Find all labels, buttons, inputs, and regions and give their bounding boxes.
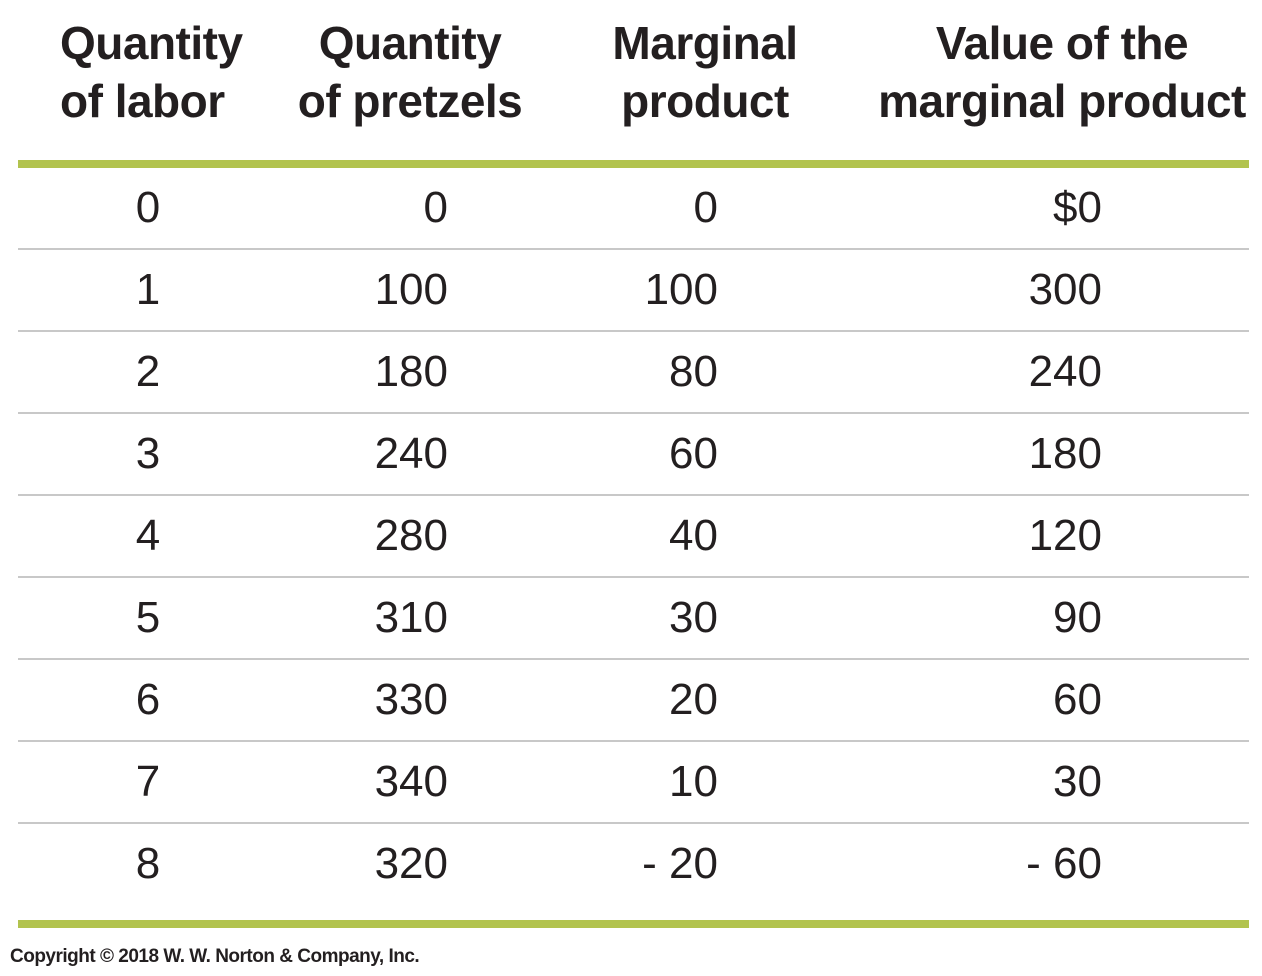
header-quantity-of-labor: Quantity of labor <box>60 17 243 127</box>
copyright-notice: Copyright © 2018 W. W. Norton & Company,… <box>10 946 420 967</box>
cell-quantity-of-labor: 1 <box>135 265 161 314</box>
cell-quantity-of-labor: 7 <box>135 757 161 806</box>
cell-quantity-of-pretzels: 280 <box>374 511 448 560</box>
data-table: Quantity of labor Quantity of pretzels M… <box>18 0 1249 928</box>
table-row: 3 240 60 180 <box>18 414 1249 496</box>
cell-marginal-product: 40 <box>669 511 718 560</box>
cell-quantity-of-labor: 0 <box>135 183 161 232</box>
table-row: 1 100 100 300 <box>18 250 1249 332</box>
cell-quantity-of-labor: 5 <box>135 593 161 642</box>
cell-quantity-of-labor: 8 <box>135 839 161 888</box>
cell-value-of-marginal-product: 90 <box>1053 593 1102 642</box>
cell-value-of-marginal-product: 120 <box>1028 511 1102 560</box>
table-row: 5 310 30 90 <box>18 578 1249 660</box>
cell-value-of-marginal-product: - 60 <box>1026 839 1102 888</box>
table-row: 7 340 10 30 <box>18 742 1249 824</box>
cell-value-of-marginal-product: 300 <box>1028 265 1102 314</box>
cell-marginal-product: - 20 <box>642 839 718 888</box>
cell-value-of-marginal-product: 240 <box>1028 347 1102 396</box>
cell-marginal-product: 10 <box>669 757 718 806</box>
cell-quantity-of-pretzels: 100 <box>374 265 448 314</box>
cell-marginal-product: 20 <box>669 675 718 724</box>
cell-quantity-of-labor: 4 <box>135 511 161 560</box>
cell-quantity-of-pretzels: 0 <box>423 183 448 232</box>
table-row: 0 0 0 $0 <box>18 168 1249 250</box>
cell-marginal-product: 80 <box>669 347 718 396</box>
cell-marginal-product: 0 <box>693 183 718 232</box>
table-header: Quantity of labor Quantity of pretzels M… <box>18 0 1249 160</box>
table-row: 4 280 40 120 <box>18 496 1249 578</box>
header-rule <box>18 160 1249 168</box>
header-marginal-product: Marginal product <box>612 17 798 127</box>
cell-quantity-of-pretzels: 320 <box>374 839 448 888</box>
cell-quantity-of-labor: 3 <box>135 429 161 478</box>
cell-value-of-marginal-product: 180 <box>1028 429 1102 478</box>
cell-marginal-product: 60 <box>669 429 718 478</box>
cell-quantity-of-pretzels: 180 <box>374 347 448 396</box>
cell-value-of-marginal-product: 30 <box>1053 757 1102 806</box>
table-row: 6 330 20 60 <box>18 660 1249 742</box>
header-value-of-marginal-product: Value of the marginal product <box>878 17 1246 127</box>
table-row: 8 320 - 20 - 60 <box>18 824 1249 920</box>
footer-rule <box>18 920 1249 928</box>
cell-quantity-of-pretzels: 340 <box>374 757 448 806</box>
table-body: 0 0 0 $0 1 100 100 300 2 180 80 240 3 240 60 180 4 280 40 1… <box>18 168 1249 920</box>
cell-marginal-product: 30 <box>669 593 718 642</box>
cell-quantity-of-labor: 6 <box>135 675 161 724</box>
table-row: 2 180 80 240 <box>18 332 1249 414</box>
cell-value-of-marginal-product: 60 <box>1053 675 1102 724</box>
cell-quantity-of-pretzels: 330 <box>374 675 448 724</box>
cell-quantity-of-labor: 2 <box>135 347 161 396</box>
header-quantity-of-pretzels: Quantity of pretzels <box>297 17 523 127</box>
cell-quantity-of-pretzels: 310 <box>374 593 448 642</box>
cell-value-of-marginal-product: $0 <box>1053 183 1102 232</box>
cell-marginal-product: 100 <box>644 265 718 314</box>
cell-quantity-of-pretzels: 240 <box>374 429 448 478</box>
